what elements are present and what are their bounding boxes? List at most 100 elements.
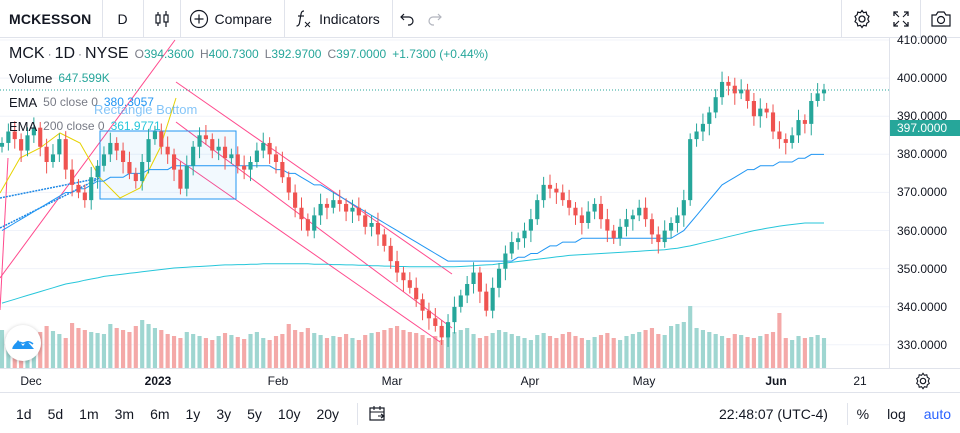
redo-icon [428,13,442,26]
volume-bar [694,328,699,368]
range-button-6m[interactable]: 6m [150,405,170,422]
log-scale-toggle[interactable]: log [887,405,906,422]
candle-body [394,261,400,273]
range-button-1m[interactable]: 1m [79,405,99,422]
price-tick-label: 390.0000 [897,109,948,124]
divider [846,402,848,425]
volume-bar [484,336,489,368]
legend-ema200-row[interactable]: EMA 200 close 0 361.9771 [9,114,488,138]
volume-bar [719,336,725,368]
chart-pane[interactable] [0,38,889,368]
volume-bar [216,336,221,368]
chart-legend: MCK · 1D · NYSE O 394.3600 H 400.7300 L 392… [9,42,488,138]
candle-body [375,223,381,235]
legend-ema50-value: 380.3057 [103,95,154,109]
range-button-3m[interactable]: 3m [114,405,135,422]
volume-bar [445,334,451,368]
range-button-5d[interactable]: 5d [47,405,64,422]
time-tick-label: May [632,374,656,388]
volume-bar [159,330,164,368]
volume-bar [210,340,215,368]
timezone-clock[interactable]: 22:48:07 (UTC-4) [719,406,828,422]
candle-body [496,268,502,288]
candle-body [694,131,699,140]
legend-exchange: NYSE [85,45,129,62]
volume-bar [108,324,113,368]
range-button-20y[interactable]: 20y [316,405,340,422]
candle-body [70,169,75,185]
auto-scale-toggle[interactable]: auto [923,405,951,422]
volume-bar [299,332,304,368]
legend-open-label: O [134,47,144,61]
candle-body [764,108,769,113]
compare-button[interactable]: Compare [181,0,285,38]
settings-button[interactable] [842,0,881,38]
candle-body [770,112,776,132]
volume-bar [305,328,310,368]
volume-bar [815,335,820,368]
legend-high-label: H [200,47,209,61]
tradingview-logo[interactable] [5,325,41,361]
symbol-search[interactable]: MCKESSON [9,10,92,27]
legend-volume-row[interactable]: Volume 647.599K [9,66,488,90]
volume-bar [50,331,56,368]
range-button-10y[interactable]: 10y [277,405,301,422]
ema200-line [1,222,824,304]
volume-bars [0,306,827,368]
volume-bar [586,340,591,368]
yellow-trend-line [0,97,177,199]
undo-button[interactable] [393,0,421,38]
candle-body [299,207,304,220]
time-axis[interactable]: Dec 2023 Feb Mar Apr May Jun 21 [0,368,960,393]
legend-close: 397.0000 [336,47,387,61]
legend-ema200-value: 361.9771 [110,119,161,133]
candle-body [477,272,482,292]
volume-bar [191,334,196,368]
range-button-3y[interactable]: 3y [216,405,232,422]
candle-body [516,238,521,243]
volume-bar [573,336,578,368]
candle-body [783,139,788,143]
volume-bar [203,338,208,368]
redo-button[interactable] [421,0,449,38]
percent-scale-toggle[interactable]: % [856,405,870,422]
candle-body [401,272,406,281]
snapshot-button[interactable] [921,0,960,38]
candle-body [152,131,158,140]
calendar-range-icon[interactable] [368,405,386,423]
legend-ema50-row[interactable]: EMA 50 close 0 380.3057 [9,90,488,114]
candle-body [382,234,387,246]
volume-bar [140,320,145,368]
fullscreen-button[interactable] [881,0,920,38]
range-button-1y[interactable]: 1y [185,405,201,422]
scale-settings-icon[interactable] [914,372,932,390]
candle-body [522,230,527,239]
divider [357,402,359,425]
range-button-5y[interactable]: 5y [247,405,262,422]
time-tick-label: Dec [20,374,42,388]
candle-body [547,184,553,189]
candle-body [688,139,693,201]
volume-bar [452,332,457,368]
chart-type-button[interactable] [144,0,180,38]
candle-body [31,127,36,136]
indicators-button[interactable]: Indicators [285,0,392,38]
channel-line [175,157,441,343]
interval-button[interactable]: D [117,10,128,27]
price-chart[interactable] [0,38,889,368]
candle-body [197,135,202,147]
time-tick-label: 21 [853,374,867,388]
volume-bar [356,340,361,368]
range-button-1d[interactable]: 1d [16,405,32,422]
candle-body [337,200,342,204]
legend-volume: 647.599K [58,71,110,85]
volume-bar [496,330,502,368]
candle-body [707,112,712,124]
rectangle-drawing-label: Rectangle Bottom [94,102,198,117]
price-scale[interactable]: 410.0000 400.0000 390.0000 380.0000 370.0000… [889,33,960,368]
candle-body [127,162,132,174]
candle-body [739,89,744,94]
candle-body [280,162,285,178]
candle-body [821,89,827,94]
volume-bar [388,328,393,368]
